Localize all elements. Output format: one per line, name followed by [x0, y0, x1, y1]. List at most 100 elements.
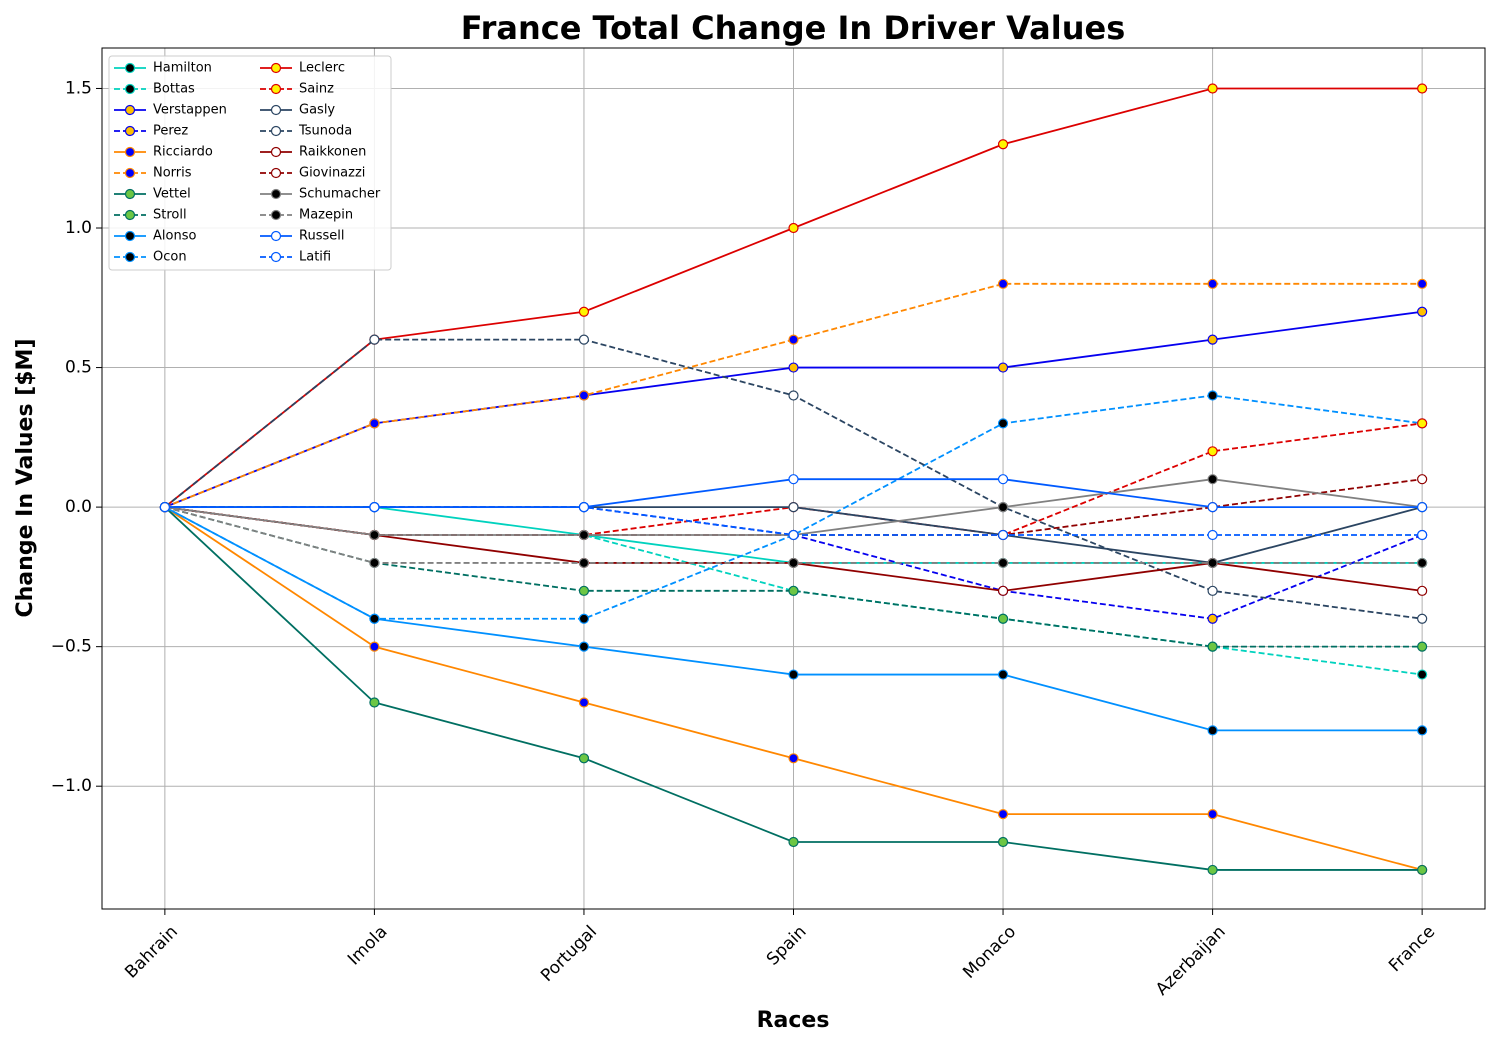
y-tick-label: 0.0: [65, 497, 92, 517]
data-point: [369, 697, 380, 708]
data-point: [1207, 613, 1218, 624]
legend-marker: [124, 209, 136, 221]
data-point: [1417, 306, 1428, 317]
legend-marker: [270, 167, 282, 179]
legend-marker: [270, 230, 282, 242]
legend-label: Schumacher: [299, 187, 381, 202]
legend-marker: [124, 167, 136, 179]
data-point: [578, 697, 590, 708]
x-tick-label: Spain: [763, 922, 811, 970]
legend-label: Latifi: [299, 250, 331, 265]
legend: Hamilton Bottas Verstappen Perez Ricciardo No…: [108, 55, 392, 271]
data-point: [578, 529, 590, 541]
data-point: [369, 641, 380, 652]
data-point: [159, 502, 170, 513]
legend-label: Norris: [153, 166, 192, 181]
legend-label: Gasly: [299, 103, 335, 118]
x-tick-label: Azerbaijan: [1152, 922, 1230, 1000]
data-point: [997, 557, 1009, 569]
data-point: [1207, 725, 1218, 736]
data-point: [1207, 83, 1218, 94]
legend-box: [108, 55, 392, 271]
legend-label: Sainz: [299, 82, 334, 97]
legend-marker: [124, 83, 136, 95]
x-tick-label: Portugal: [537, 922, 601, 986]
data-point: [1207, 446, 1218, 457]
data-point: [788, 557, 799, 569]
data-point: [1207, 864, 1218, 876]
data-point: [369, 557, 380, 569]
data-point: [788, 836, 799, 848]
data-point: [578, 557, 590, 569]
data-point: [788, 669, 799, 680]
legend-marker: [270, 146, 282, 158]
data-point: [788, 585, 799, 596]
y-tick-label: −1.0: [51, 776, 92, 796]
data-point: [1207, 809, 1218, 820]
data-point: [369, 613, 380, 624]
legend-marker: [270, 62, 282, 74]
data-point: [1207, 529, 1218, 541]
x-tick-label: France: [1385, 922, 1439, 976]
legend-marker: [270, 104, 282, 116]
data-point: [1207, 334, 1218, 345]
data-point: [997, 529, 1009, 541]
x-tick-label: Imola: [344, 922, 391, 969]
data-point: [1417, 83, 1428, 94]
legend-marker: [124, 62, 136, 74]
data-point: [997, 502, 1009, 513]
data-point: [788, 474, 799, 485]
data-point: [578, 502, 590, 513]
data-point: [997, 613, 1009, 624]
y-axis-label: Change In Values [$M]: [13, 338, 38, 617]
data-point: [1417, 864, 1428, 876]
data-point: [1417, 502, 1428, 513]
data-point: [1207, 557, 1218, 569]
legend-label: Russell: [299, 229, 344, 244]
legend-label: Giovinazzi: [299, 166, 365, 181]
data-point: [1207, 474, 1218, 485]
data-point: [1207, 390, 1218, 401]
data-point: [578, 585, 590, 596]
data-point: [788, 529, 799, 541]
data-point: [997, 418, 1009, 429]
chart-title: France Total Change In Driver Values: [461, 9, 1125, 47]
data-point: [997, 474, 1009, 485]
y-tick-label: 0.5: [65, 358, 92, 378]
data-point: [578, 390, 590, 401]
data-point: [369, 529, 380, 541]
data-point: [578, 334, 590, 345]
data-point: [788, 502, 799, 513]
data-point: [997, 139, 1009, 150]
legend-marker: [270, 209, 282, 221]
legend-marker: [124, 251, 136, 263]
x-tick-label: Monaco: [959, 922, 1020, 983]
legend-label: Mazepin: [299, 208, 353, 223]
data-point: [578, 753, 590, 764]
legend-marker: [124, 230, 136, 242]
data-point: [1417, 669, 1428, 680]
data-point: [997, 836, 1009, 848]
legend-marker: [270, 251, 282, 263]
data-point: [1207, 641, 1218, 652]
data-point: [788, 334, 799, 345]
legend-label: Raikkonen: [299, 145, 366, 160]
data-point: [1417, 529, 1428, 541]
legend-label: Verstappen: [153, 103, 227, 118]
data-point: [578, 306, 590, 317]
data-point: [369, 502, 380, 513]
data-point: [1417, 725, 1428, 736]
legend-marker: [270, 188, 282, 200]
data-point: [997, 585, 1009, 596]
x-axis-label: Races: [757, 1008, 830, 1033]
legend-label: Vettel: [153, 187, 191, 202]
y-tick-label: −0.5: [51, 637, 92, 657]
legend-label: Stroll: [153, 208, 187, 223]
data-point: [369, 334, 380, 345]
data-point: [1207, 278, 1218, 289]
legend-marker: [124, 125, 136, 137]
legend-marker: [270, 83, 282, 95]
y-tick-label: 1.5: [65, 78, 92, 98]
plot-frame: [101, 47, 1486, 910]
